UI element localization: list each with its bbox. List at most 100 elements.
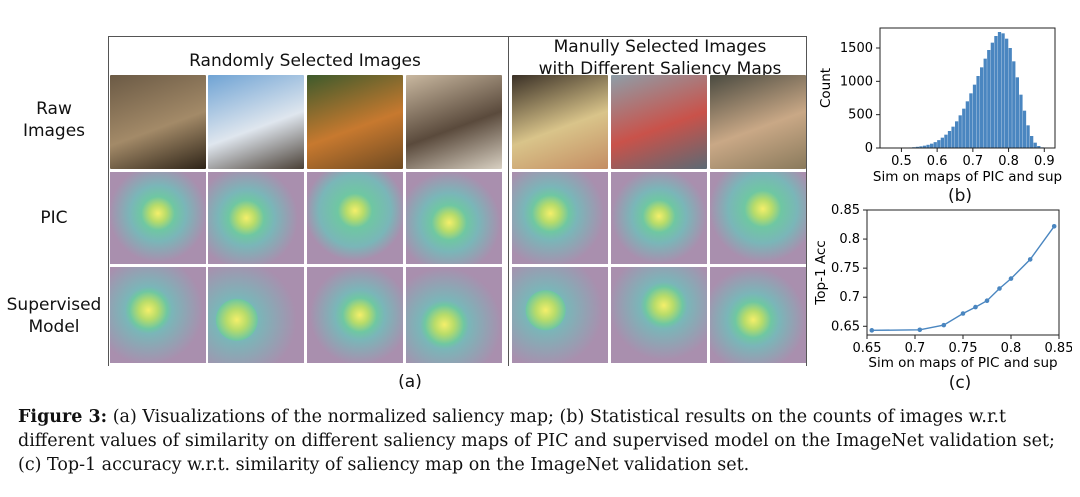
supervised-saliency-map	[208, 267, 304, 363]
panel-c-label: (c)	[948, 373, 972, 393]
histogram-bar	[1026, 125, 1030, 148]
supervised-saliency-map	[307, 267, 403, 363]
y-tick-label: 500	[848, 108, 873, 123]
pic-saliency-map	[406, 172, 502, 264]
data-point	[997, 286, 1002, 291]
frame-left-line	[108, 36, 109, 366]
histogram-bar	[987, 50, 991, 148]
people-image	[710, 75, 806, 169]
histogram-bar	[1012, 61, 1016, 149]
panel-a: Randomly Selected Images Manully Selecte…	[0, 36, 807, 392]
histogram-bar	[972, 84, 977, 148]
frame-top-line	[108, 36, 806, 37]
x-tick-label: 0.5	[891, 154, 912, 169]
pic-saliency-map	[512, 172, 608, 264]
elephant-image	[208, 75, 304, 169]
data-point	[1008, 276, 1014, 281]
histogram-bar	[1001, 33, 1005, 149]
x-tick-label: 0.75	[949, 341, 978, 356]
figure-caption: Figure 3: (a) Visualizations of the norm…	[18, 405, 1068, 477]
histogram-bar	[937, 140, 941, 148]
y-tick-label: 0.8	[839, 232, 860, 247]
x-axis-label: Sim on maps of PIC and sup	[868, 355, 1057, 371]
histogram-bar	[930, 143, 934, 148]
row-label-raw-line1: Raw	[36, 99, 72, 119]
data-point	[1051, 223, 1057, 229]
histogram-bar	[997, 32, 1002, 148]
histogram-bar	[990, 42, 994, 148]
histogram-bar	[940, 137, 944, 148]
histogram-bar	[922, 145, 927, 148]
histogram-bar	[965, 101, 969, 148]
frame-divider-line	[508, 36, 509, 366]
data-point	[960, 311, 966, 316]
data-point	[869, 328, 875, 333]
y-tick-label: 0.85	[831, 203, 860, 218]
row-label-raw: Raw Images	[0, 98, 108, 142]
histogram-bar	[994, 36, 998, 148]
x-tick-label: 0.9	[1034, 154, 1055, 169]
histogram-bar	[1008, 48, 1012, 148]
row-label-sup-line2: Model	[28, 317, 80, 337]
histogram-bar	[980, 67, 984, 148]
histogram-bar	[976, 76, 980, 148]
histogram-bar	[1005, 38, 1009, 148]
pic-saliency-map	[611, 172, 707, 264]
y-tick-label: 1500	[840, 41, 873, 56]
y-axis-label: Top-1 Acc	[813, 240, 829, 305]
x-tick-label: 0.7	[905, 341, 926, 356]
pic-saliency-map	[710, 172, 806, 264]
boat-image	[611, 75, 707, 169]
x-tick-label: 0.65	[853, 341, 882, 356]
group-title-manual-line2: with Different Saliency Maps	[538, 59, 782, 79]
histogram-bar	[983, 58, 987, 148]
panel-b-histogram: 0.5 0.6 0.7 0.8 0.9 0 500 1000 1500 Sim on maps o…	[818, 27, 1062, 185]
supervised-saliency-map	[611, 267, 707, 363]
panel-a-label: (a)	[398, 372, 422, 392]
figure-label: Figure 3:	[18, 407, 108, 427]
histogram-bar	[958, 115, 962, 148]
y-tick-label: 0	[865, 141, 873, 156]
supervised-saliency-map	[406, 267, 502, 363]
panel-b-label: (b)	[947, 186, 973, 206]
histogram-bar	[1022, 110, 1027, 148]
histogram-bar	[919, 146, 923, 148]
row-label-sup-line1: Supervised	[6, 295, 102, 315]
cassette-image	[512, 75, 608, 169]
caption-text: (a) Visualizations of the normalized sal…	[18, 407, 1055, 475]
supervised-saliency-map	[710, 267, 806, 363]
data-point	[941, 322, 947, 328]
supervised-saliency-map	[512, 267, 608, 363]
x-tick-label: 0.8	[998, 154, 1019, 169]
plot-frame	[879, 27, 1056, 149]
histogram-bar	[947, 131, 952, 148]
pic-saliency-map	[208, 172, 304, 264]
x-axis-label: Sim on maps of PIC and sup	[873, 169, 1062, 185]
histogram-bar	[1033, 142, 1037, 148]
y-tick-label: 1000	[840, 74, 873, 89]
histogram-bar	[944, 134, 948, 148]
y-tick-label: 0.75	[831, 261, 860, 276]
laptop-image	[406, 75, 502, 169]
data-point	[1027, 257, 1033, 262]
x-tick-label: 0.8	[1001, 341, 1022, 356]
data-point	[984, 298, 990, 303]
data-point	[917, 327, 923, 333]
x-tick-label: 0.85	[1045, 341, 1072, 356]
frame-right-line	[806, 36, 807, 366]
histogram-bar	[951, 126, 955, 148]
histogram-bar	[933, 142, 937, 148]
y-tick-label: 0.65	[831, 319, 860, 334]
histogram-bar	[962, 108, 966, 148]
y-tick-label: 0.7	[839, 290, 860, 305]
x-tick-label: 0.7	[963, 154, 984, 169]
squash-image	[307, 75, 403, 169]
plot-frame	[866, 209, 1060, 336]
supervised-saliency-map	[110, 267, 206, 363]
histogram-bar	[1030, 136, 1034, 148]
histogram-bar	[1015, 77, 1019, 148]
histogram-bar	[969, 93, 973, 148]
histogram-bar	[1037, 146, 1041, 148]
row-label-pic: PIC	[40, 208, 68, 228]
group-title-manual: Manully Selected Images with Different S…	[520, 36, 800, 80]
